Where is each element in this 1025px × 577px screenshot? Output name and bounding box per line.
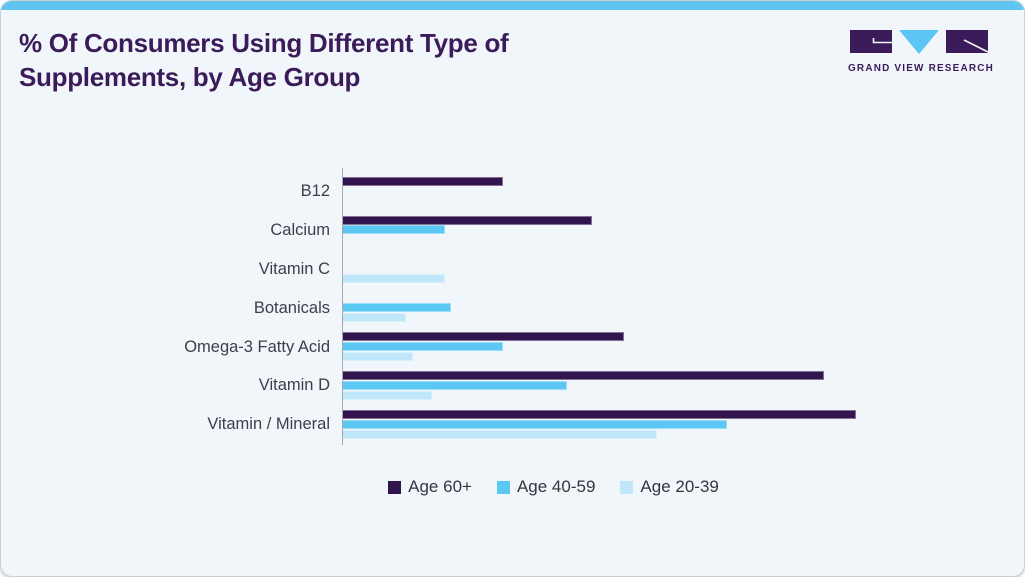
chart-row: Botanicals xyxy=(1,289,984,328)
bar-age-60- xyxy=(342,410,856,420)
bar-group xyxy=(342,366,984,405)
bar-slot xyxy=(342,351,984,362)
bar-slot xyxy=(342,264,984,274)
chart-rows: B12 Calcium Vitamin C Botanicals Omega-3 Fat… xyxy=(1,172,984,444)
logo-g-detail xyxy=(872,38,892,44)
bar-slot xyxy=(342,313,984,323)
category-label: B12 xyxy=(300,181,330,200)
bar-slot xyxy=(342,176,984,187)
bar-age-40-59 xyxy=(342,381,567,390)
legend: Age 60+ Age 40-59 Age 20-39 xyxy=(42,477,1024,497)
bar-slot xyxy=(342,255,984,265)
title-line-1: % Of Consumers Using Different Type of xyxy=(19,28,509,58)
bar-slot xyxy=(342,196,984,206)
bar-group xyxy=(342,328,984,367)
chart-row: Vitamin / Mineral xyxy=(1,405,984,444)
logo-brand-text: GRAND VIEW RESEARCH xyxy=(848,63,994,74)
bar-slot xyxy=(342,381,984,391)
bar-slot xyxy=(342,410,984,420)
bar-age-20-39 xyxy=(342,313,407,323)
bar-group xyxy=(342,172,984,211)
category-label: Calcium xyxy=(270,220,330,239)
chart-row: Vitamin D xyxy=(1,366,984,405)
bar-age-40-59 xyxy=(342,419,728,429)
y-axis-line xyxy=(342,168,343,446)
top-accent-bar xyxy=(1,1,1024,10)
legend-item: Age 20-39 xyxy=(620,477,719,497)
bar-slot xyxy=(342,215,984,226)
title-line-2: Supplements, by Age Group xyxy=(19,62,361,92)
bar-age-40-59 xyxy=(342,303,452,313)
bar-slot xyxy=(342,371,984,381)
bar-slot xyxy=(342,235,984,245)
legend-label: Age 40-59 xyxy=(516,477,596,497)
bar-age-40-59 xyxy=(342,225,445,235)
category-label: Vitamin D xyxy=(258,376,330,395)
bar-group xyxy=(342,211,984,250)
bar-slot xyxy=(342,419,984,430)
bar-slot xyxy=(342,342,984,352)
header: % Of Consumers Using Different Type of S… xyxy=(1,10,1024,94)
category-label: Vitamin / Mineral xyxy=(207,415,330,434)
page-title: % Of Consumers Using Different Type of S… xyxy=(19,26,1004,94)
bar-slot xyxy=(342,225,984,235)
bar-slot xyxy=(342,187,984,197)
bar-slot xyxy=(342,293,984,303)
bar-age-60- xyxy=(342,215,593,225)
bar-age-20-39 xyxy=(342,351,413,361)
bar-age-20-39 xyxy=(342,429,657,439)
logo-v-icon xyxy=(899,30,939,54)
legend-item: Age 40-59 xyxy=(496,477,596,497)
chart-row: Omega-3 Fatty Acid xyxy=(1,328,984,367)
bar-group xyxy=(342,405,984,444)
category-label: Omega-3 Fatty Acid xyxy=(184,337,330,356)
chart-row: B12 xyxy=(1,172,984,211)
legend-swatch xyxy=(496,480,510,494)
category-label: Vitamin C xyxy=(258,259,330,278)
bar-group xyxy=(342,250,984,289)
bar-age-20-39 xyxy=(342,274,445,284)
bar-group xyxy=(342,289,984,328)
bar-age-60- xyxy=(342,332,625,342)
grand-view-research-logo: GRAND VIEW RESEARCH xyxy=(848,30,994,74)
bar-age-40-59 xyxy=(342,342,503,352)
bar-slot xyxy=(342,274,984,284)
bar-slot xyxy=(342,332,984,342)
chart-row: Calcium xyxy=(1,211,984,250)
chart-row: Vitamin C xyxy=(1,250,984,289)
bar-chart: B12 Calcium Vitamin C Botanicals Omega-3 Fat… xyxy=(1,168,1024,446)
bar-age-60- xyxy=(342,371,824,381)
legend-swatch xyxy=(620,480,634,494)
category-label: Botanicals xyxy=(253,298,330,317)
bar-age-20-39 xyxy=(342,390,432,400)
bar-slot xyxy=(342,390,984,401)
logo-g-shape xyxy=(850,30,892,53)
bar-age-60- xyxy=(342,176,503,186)
legend-item: Age 60+ xyxy=(388,477,472,497)
legend-swatch xyxy=(388,480,402,494)
bar-slot xyxy=(342,303,984,313)
legend-label: Age 20-39 xyxy=(640,477,719,497)
legend-label: Age 60+ xyxy=(408,477,472,497)
logo-r-detail xyxy=(963,39,989,53)
bar-slot xyxy=(342,429,984,440)
